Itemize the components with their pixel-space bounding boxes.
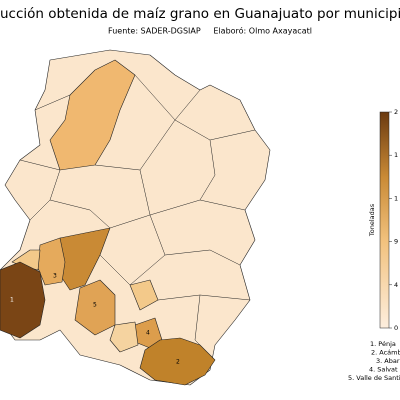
municipal-border	[199, 139, 216, 201]
legend-item: 2. Acámb	[371, 349, 400, 357]
municipality	[109, 321, 139, 353]
colorbar-tick-label: 4	[394, 281, 398, 289]
map-subtitle: Fuente: SADER-DGSIAP Elaboró: Olmo Axaya…	[108, 26, 312, 36]
colorbar-tick-label: 9	[394, 238, 398, 246]
municipal-border	[34, 94, 71, 111]
legend-item: 5. Valle de Santi	[348, 374, 400, 382]
municipality	[0, 261, 46, 339]
municipal-border	[99, 254, 131, 286]
municipality	[139, 337, 216, 386]
legend-item: 1. Pénja	[370, 340, 396, 348]
municipal-border	[164, 249, 241, 266]
municipal-border	[19, 159, 61, 221]
colorbar: Toneladas 2 1 1 9 4 0	[368, 108, 398, 332]
state-map: 1 2 3 4 5	[0, 49, 271, 386]
legend-item: 3. Abar	[376, 357, 400, 365]
colorbar-tick-label: 1	[394, 151, 398, 159]
colorbar-tick-label: 0	[394, 324, 398, 332]
region-label: 4	[146, 330, 150, 337]
map-title: ucción obtenida de maíz grano en Guanaju…	[0, 6, 400, 22]
region-label: 1	[10, 297, 14, 304]
region-label: 3	[53, 273, 57, 280]
region-label: 2	[176, 359, 180, 366]
municipality	[37, 237, 66, 286]
legend-item: 4. Salvat	[369, 366, 398, 374]
municipality	[49, 59, 136, 171]
region-label: 5	[93, 302, 97, 309]
colorbar-tick-label: 1	[394, 194, 398, 202]
colorbar-tick-label: 2	[394, 108, 398, 116]
municipal-border	[194, 294, 201, 346]
municipal-border	[49, 199, 111, 229]
colorbar-label: Toneladas	[368, 203, 376, 237]
colorbar-scale	[379, 111, 390, 329]
